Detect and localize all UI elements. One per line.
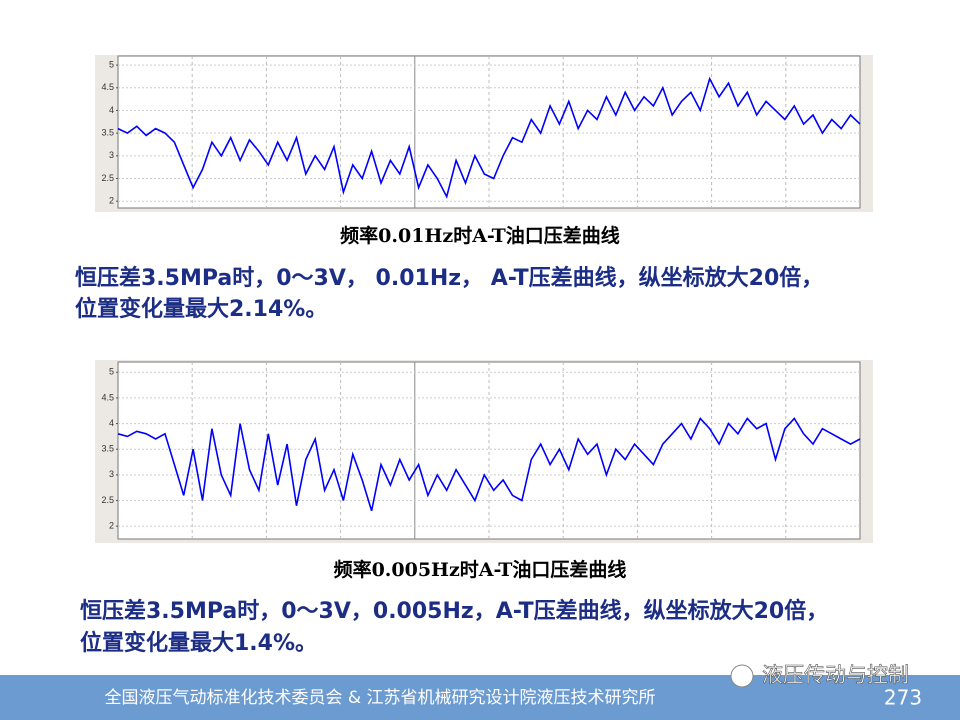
paragraph-line: 位置变化量最大1.4%。 <box>80 630 317 656</box>
paragraph-line: 位置变化量最大2.14%。 <box>75 296 327 322</box>
y-tick-label: 2 <box>109 196 114 206</box>
footer-bar <box>0 675 960 720</box>
watermark: 液压传动与控制 <box>762 663 909 687</box>
y-tick-label: 2.5 <box>101 495 114 505</box>
y-tick-label: 4 <box>109 418 114 428</box>
y-tick-label: 3.5 <box>101 128 114 138</box>
y-tick-label: 3.5 <box>101 444 114 454</box>
wechat-icon <box>730 664 754 688</box>
footer-text: 全国液压气动标准化技术委员会 & 江苏省机械研究设计院液压技术研究所 <box>104 688 655 708</box>
y-tick-label: 4 <box>109 105 114 115</box>
y-tick-label: 5 <box>109 59 114 69</box>
paragraph-line: 恒压差3.5MPa时，0～3V， 0.01Hz， A-T压差曲线，纵坐标放大20… <box>75 265 823 291</box>
y-tick-label: 4.5 <box>101 82 114 92</box>
page-number: 273 <box>884 686 922 710</box>
plot-area <box>117 361 861 540</box>
y-tick-label: 5 <box>109 367 114 377</box>
data-line <box>117 416 861 512</box>
y-tick-label: 2 <box>109 521 114 531</box>
y-tick-label: 2.5 <box>101 173 114 183</box>
paragraph-line: 恒压差3.5MPa时，0～3V，0.005Hz，A-T压差曲线，纵坐标放大20倍… <box>80 598 828 624</box>
y-tick-label: 4.5 <box>101 392 114 402</box>
chart-title: 频率0.01Hz时A-T油口压差曲线 <box>340 224 620 247</box>
chart-title: 频率0.005Hz时A-T油口压差曲线 <box>334 558 627 581</box>
plot-area <box>117 55 861 209</box>
y-tick-label: 3 <box>109 469 114 479</box>
y-tick-label: 3 <box>109 150 114 160</box>
data-line <box>117 76 861 199</box>
